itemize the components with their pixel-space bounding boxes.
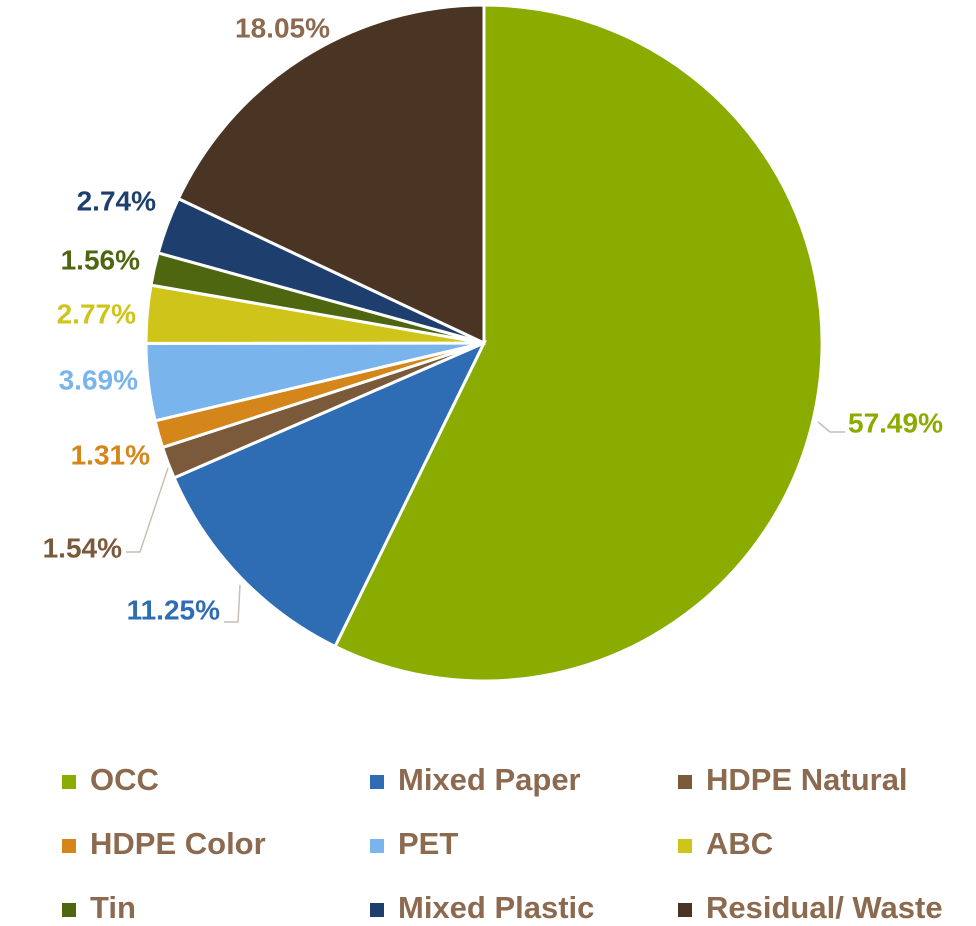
legend-swatch	[370, 903, 384, 917]
legend-label: HDPE Color	[90, 826, 266, 861]
data-label: 1.31%	[71, 439, 150, 470]
legend-swatch	[678, 839, 692, 853]
legend-label: Tin	[90, 890, 136, 925]
pie-slice	[333, 3, 824, 683]
legend-swatch	[62, 775, 76, 789]
legend-label: Mixed Paper	[398, 762, 581, 797]
data-label: 2.77%	[57, 298, 136, 329]
legend-swatch	[678, 903, 692, 917]
legend-swatch	[62, 839, 76, 853]
data-label: 1.54%	[43, 532, 122, 563]
legend-label: PET	[398, 826, 458, 861]
legend-swatch	[370, 839, 384, 853]
leader-line	[224, 584, 241, 623]
legend-swatch	[370, 775, 384, 789]
legend-label: Residual/ Waste	[706, 890, 943, 925]
legend-label: HDPE Natural	[706, 762, 908, 797]
legend-swatch	[678, 775, 692, 789]
data-label: 2.74%	[77, 185, 156, 216]
legend-label: ABC	[706, 826, 773, 861]
leader-line	[817, 421, 845, 433]
data-label: 3.69%	[59, 364, 138, 395]
data-label: 1.56%	[61, 244, 140, 275]
legend-label: Mixed Plastic	[398, 890, 594, 925]
legend-swatch	[62, 903, 76, 917]
legend-label: OCC	[90, 762, 159, 797]
data-label: 11.25%	[127, 594, 221, 625]
leader-line	[126, 467, 169, 553]
pie-slice	[176, 3, 486, 346]
data-label: 18.05%	[235, 12, 330, 43]
pie-slice	[172, 339, 488, 649]
data-label: 57.49%	[848, 407, 943, 438]
